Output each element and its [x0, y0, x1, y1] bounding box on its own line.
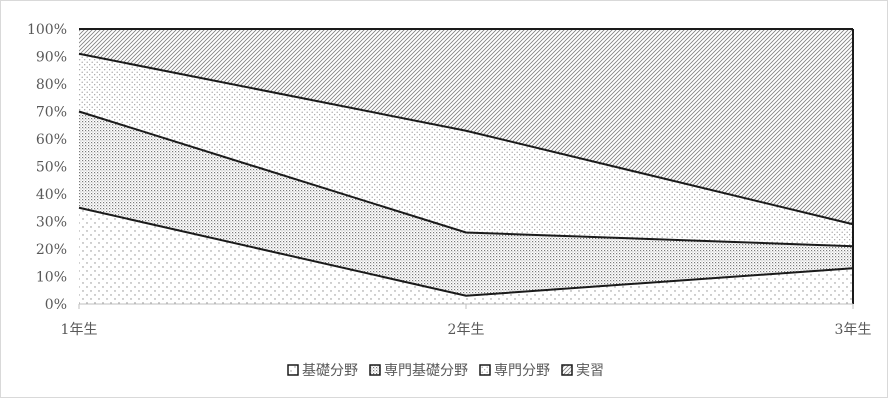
- y-axis-ticks: 0% 10% 20% 30% 40% 50% 60% 70% 80% 90% 100%: [27, 22, 67, 313]
- legend-item-専門分野: 専門分野: [479, 363, 550, 379]
- legend-label: 基礎分野: [302, 362, 358, 379]
- x-axis-ticks: 1年生 2年生 3年生: [61, 322, 872, 338]
- area-専門分野: [79, 53, 853, 247]
- legend-swatch: [561, 364, 573, 376]
- y-tick-label: 80%: [36, 77, 67, 93]
- legend-item-実習: 実習: [561, 363, 604, 379]
- y-tick-label: 40%: [36, 187, 67, 203]
- y-tick-label: 20%: [36, 242, 67, 258]
- series-line-専門分野: [78, 52, 854, 226]
- legend-swatch: [479, 364, 491, 376]
- area-専門基礎分野: [79, 111, 853, 296]
- area-基礎分野: [79, 207, 853, 304]
- y-tick-label: 70%: [36, 105, 67, 121]
- axes: [78, 303, 854, 309]
- y-tick-label: 100%: [27, 22, 67, 38]
- x-tick-label: 3年生: [835, 322, 872, 338]
- legend-item-基礎分野: 基礎分野: [287, 362, 358, 379]
- series-line-専門基礎分野: [78, 110, 854, 248]
- legend-item-専門基礎分野: 専門基礎分野: [369, 362, 468, 379]
- y-tick-label: 10%: [36, 270, 67, 286]
- x-tick-label: 1年生: [61, 322, 98, 338]
- legend-label: 専門基礎分野: [384, 362, 468, 379]
- legend: 基礎分野 専門基礎分野 専門分野 実習: [287, 362, 604, 379]
- y-tick-label: 60%: [36, 132, 67, 148]
- x-tick-label: 2年生: [448, 322, 485, 338]
- series-line-基礎分野: [78, 206, 854, 297]
- legend-swatch: [369, 364, 381, 376]
- area-実習: [79, 29, 853, 225]
- y-tick-label: 50%: [36, 160, 67, 176]
- legend-label: 専門分野: [494, 363, 550, 379]
- plot-areas: [79, 29, 853, 304]
- plot-boundary-lines: [78, 28, 854, 304]
- y-tick-label: 30%: [36, 215, 67, 231]
- y-tick-label: 90%: [36, 50, 67, 66]
- y-tick-label: 0%: [45, 297, 67, 313]
- legend-swatch: [287, 364, 299, 376]
- legend-label: 実習: [576, 363, 604, 379]
